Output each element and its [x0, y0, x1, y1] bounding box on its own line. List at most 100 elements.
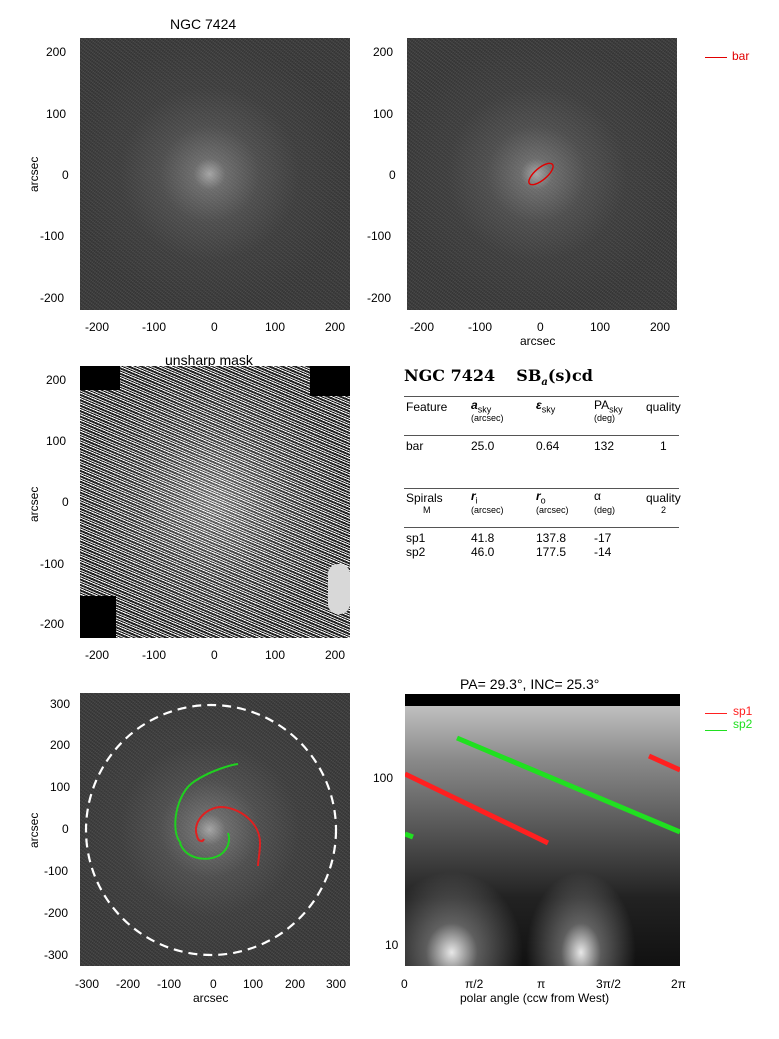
spiral-row-name: sp1	[406, 531, 426, 545]
unsharp-mask-panel	[80, 366, 350, 638]
spiral-header-ro: ro	[536, 489, 546, 506]
table-rule	[404, 396, 679, 397]
panel5-xtick: -300	[75, 977, 100, 991]
mask-dark-corner	[310, 366, 350, 396]
panel5-xtick: -200	[116, 977, 141, 991]
panel3-ytick: 0	[62, 495, 69, 509]
spiral-row-alpha: -14	[594, 545, 612, 559]
panel6-xlabel: polar angle (ccw from West)	[460, 991, 610, 1005]
panel6-xtick: 0	[401, 977, 408, 991]
panel1-ytick: 200	[46, 45, 67, 59]
spiral-header-ro-unit: (arcsec)	[536, 505, 569, 515]
panel2-xtick: 100	[590, 320, 611, 334]
spiral-header-alpha-unit: (deg)	[594, 505, 616, 515]
panel2-xtick: -200	[410, 320, 435, 334]
panel5-ytick: 200	[50, 738, 71, 752]
panel1-title: NGC 7424	[170, 16, 237, 32]
sp1-legend-line	[705, 713, 727, 714]
panel5-xtick: 100	[243, 977, 264, 991]
polar-top-band	[405, 694, 680, 706]
spiral-arm-sp2	[174, 763, 239, 844]
hubble-type-suffix: (s)cd	[547, 366, 593, 385]
polar-projection-panel	[405, 694, 680, 966]
bar-header-a-unit: (arcsec)	[471, 413, 504, 423]
table-rule	[404, 488, 679, 489]
spiral-row-ri: 46.0	[471, 545, 495, 559]
hubble-type-sub: a	[541, 377, 548, 389]
sp2-legend-line	[705, 730, 727, 731]
bar-header-pa: PAsky	[594, 398, 623, 415]
spiral-row-ro: 177.5	[536, 545, 567, 559]
spiral-track-sp2	[456, 735, 680, 835]
mask-dark-corner	[80, 596, 116, 638]
spiral-row-alpha: -17	[594, 531, 612, 545]
panel2-xlabel: arcsec	[520, 334, 556, 348]
panel2-ytick: -100	[367, 229, 392, 243]
bar-ellipse	[528, 162, 554, 186]
panel5-ytick: 100	[50, 780, 71, 794]
spiral-arm-sp2	[179, 832, 230, 860]
panel6-xtick: π/2	[465, 977, 484, 991]
panel3-xtick: 0	[211, 648, 218, 662]
panel5-ylabel: arcsec	[27, 812, 41, 848]
sp1-legend-label: sp1	[733, 704, 753, 718]
panel3-ylabel: arcsec	[27, 486, 41, 522]
panel2-ytick: 0	[389, 168, 396, 182]
mask-dark-corner	[80, 366, 120, 390]
panel5-ytick: -200	[44, 906, 69, 920]
panel2-xtick: 0	[537, 320, 544, 334]
panel2-ytick: -200	[367, 291, 392, 305]
table-rule	[404, 435, 679, 436]
bar-header-pa-unit: (deg)	[594, 413, 616, 423]
panel2-xtick: 200	[650, 320, 671, 334]
spiral-track-sp2	[405, 831, 414, 840]
panel1-ytick: -100	[40, 229, 65, 243]
panel5-xtick: -100	[157, 977, 182, 991]
table-rule	[404, 527, 679, 528]
panel3-xtick: -100	[142, 648, 167, 662]
spiral-track-sp1	[647, 753, 680, 773]
panel6-ytick: 10	[385, 938, 399, 952]
panel1-xtick: 200	[325, 320, 346, 334]
bar-row-pa: 132	[594, 439, 615, 453]
hubble-type-prefix: SB	[516, 366, 542, 385]
sp2-legend-label: sp2	[733, 717, 753, 731]
panel5-ytick: -300	[44, 948, 69, 962]
panel5-xtick: 200	[285, 977, 306, 991]
bar-header-eps: εsky	[536, 398, 556, 415]
panel1-ytick: 100	[46, 107, 67, 121]
panel1-xtick: -100	[142, 320, 167, 334]
panel3-ytick: -100	[40, 557, 65, 571]
spiral-header-spirals: Spirals	[406, 491, 443, 505]
spiral-row-ri: 41.8	[471, 531, 495, 545]
panel1-ytick: -200	[40, 291, 65, 305]
panel5-ytick: 300	[50, 697, 71, 711]
panel6-xtick: 3π/2	[596, 977, 621, 991]
panel6-title: PA= 29.3°, INC= 25.3°	[460, 676, 600, 692]
spiral-header-quality: quality	[646, 491, 681, 505]
panel5-ytick: -100	[44, 864, 69, 878]
bar-row-eps: 0.64	[536, 439, 560, 453]
mask-bright-blob	[328, 564, 350, 614]
panel3-xtick: 200	[325, 648, 346, 662]
panel6-ytick: 100	[373, 771, 394, 785]
bar-legend-label: bar	[732, 49, 750, 63]
panel3-ytick: 200	[46, 373, 67, 387]
spiral-header-alpha: α	[594, 489, 601, 503]
panel3-title: unsharp mask	[165, 352, 253, 368]
panel2-ytick: 200	[373, 45, 394, 59]
spiral-header-ri: ri	[471, 489, 478, 506]
bar-row-a: 25.0	[471, 439, 495, 453]
panel3-xtick: -200	[85, 648, 110, 662]
bar-header-a: asky	[471, 398, 492, 415]
panel1-ytick: 0	[62, 168, 69, 182]
panel5-xtick: 300	[326, 977, 347, 991]
panel5-xlabel: arcsec	[193, 991, 229, 1005]
panel6-xtick: 2π	[671, 977, 686, 991]
spiral-track-sp1	[405, 771, 550, 846]
panel1-ylabel: arcsec	[27, 156, 41, 192]
spiral-overlay-panel	[80, 693, 350, 966]
spiral-row-ro: 137.8	[536, 531, 567, 545]
panel5-xtick: 0	[210, 977, 217, 991]
panel1-xtick: 0	[211, 320, 218, 334]
